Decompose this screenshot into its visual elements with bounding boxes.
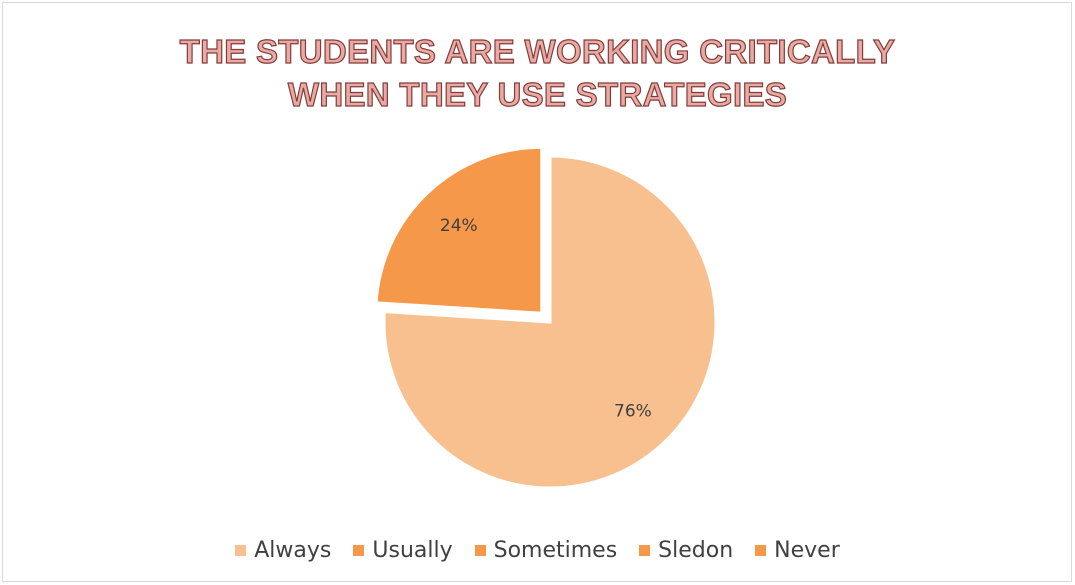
- legend-label: Usually: [372, 537, 453, 563]
- legend-swatch: [639, 544, 651, 556]
- legend-label: Always: [254, 537, 332, 563]
- legend-swatch: [353, 544, 365, 556]
- legend-item-always: Always: [235, 538, 331, 563]
- pie-slice-usually: [374, 145, 544, 315]
- legend-item-sometimes: Sometimes: [474, 537, 618, 563]
- data-label-usually: 24%: [440, 216, 478, 236]
- legend-label: Sledon: [658, 537, 734, 563]
- chart-legend: Always Usually Sometimes Sledon Never: [0, 533, 1075, 567]
- chart-title-line-1: THE STUDENTS ARE WORKING CRITICALLY: [179, 32, 896, 70]
- pie-slice-always: [382, 154, 718, 490]
- legend-swatch: [755, 544, 767, 556]
- data-label-always: 76%: [614, 401, 652, 421]
- legend-label: Sometimes: [493, 537, 618, 563]
- legend-item-sledon: Sledon: [639, 538, 733, 563]
- chart-title: THE STUDENTS ARE WORKING CRITICALLY WHEN…: [0, 30, 1075, 116]
- legend-item-never: Never: [755, 538, 840, 563]
- legend-swatch: [235, 544, 247, 556]
- chart-title-line-2: WHEN THEY USE STRATEGIES: [287, 75, 788, 113]
- legend-swatch: [474, 544, 486, 556]
- legend-label: Never: [774, 537, 840, 563]
- legend-item-usually: Usually: [353, 537, 453, 563]
